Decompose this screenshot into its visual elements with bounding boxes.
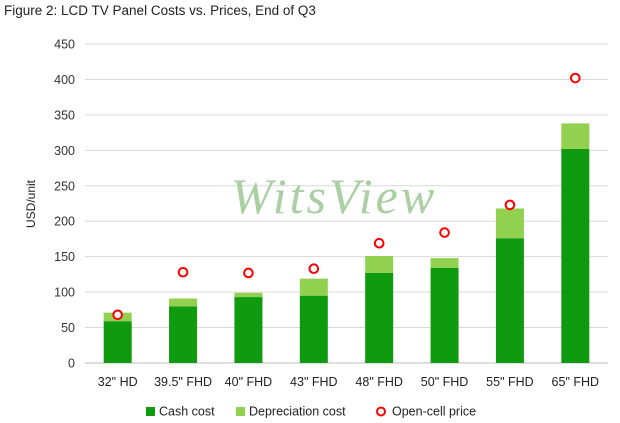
chart-title: Figure 2: LCD TV Panel Costs vs. Prices,… [4,3,316,18]
x-tick-label: 40" FHD [225,375,273,389]
legend-marker-open-cell-price [376,406,386,417]
open-cell-price-marker [177,266,189,278]
open-cell-price-marker [373,237,385,249]
watermark-text: WitsView [231,168,437,224]
bar-cash-cost [234,297,263,363]
y-tick-label: 300 [54,144,75,158]
y-tick-label: 150 [54,250,75,264]
x-tick-label: 65" FHD [552,375,600,389]
open-cell-price-marker [439,227,450,238]
y-tick-label: 0 [68,357,75,371]
bar-depreciation-cost [430,258,459,269]
bar-depreciation-cost [234,292,263,298]
open-cell-price-marker [504,199,516,211]
y-axis-label: USD/unit [24,179,38,228]
y-tick-label: 200 [54,215,75,229]
open-cell-price-marker [243,267,254,279]
bar-depreciation-cost [365,255,394,273]
x-tick-label: 43" FHD [290,375,338,389]
bar-depreciation-cost [495,208,524,239]
legend: Cash cost Depreciation cost Open-cell pric… [146,405,476,419]
y-tick-label: 400 [54,73,75,87]
legend-label-open-cell-price: Open-cell price [392,405,476,419]
open-cell-price-marker [112,309,123,321]
y-tick-labels: 0 50 100 150 200 250 300 350 400 450 [54,38,75,371]
legend-swatch-cash-cost [146,407,155,416]
price-markers [112,72,581,321]
open-cell-price-marker [570,72,581,84]
bar-depreciation-cost [561,123,590,149]
open-cell-price-marker [308,263,320,275]
x-tick-label: 48" FHD [355,375,403,389]
bar-cash-cost [299,295,328,363]
y-tick-label: 250 [54,179,75,193]
x-tick-labels: 32" HD 39.5" FHD 40" FHD 43" FHD 48" FHD 50" … [98,375,599,389]
legend-label-cash-cost: Cash cost [159,405,215,419]
x-tick-label: 55" FHD [486,375,534,389]
legend-label-depreciation-cost: Depreciation cost [249,405,346,419]
bar-cash-cost [365,272,394,363]
x-tick-label: 32" HD [98,375,138,389]
y-tick-label: 100 [54,286,75,300]
x-tick-label: 50" FHD [421,375,469,389]
bar-cash-cost [430,268,459,363]
y-tick-label: 50 [61,321,75,335]
bars [103,123,590,363]
y-tick-label: 350 [54,108,75,122]
bar-depreciation-cost [169,298,198,307]
x-tick-label: 39.5" FHD [154,375,212,389]
bar-cash-cost [169,306,198,363]
bar-depreciation-cost [299,278,328,296]
bar-cash-cost [103,321,132,363]
bar-cash-cost [561,148,590,363]
y-tick-label: 450 [54,38,75,52]
legend-swatch-depreciation-cost [236,407,245,416]
bar-cash-cost [495,238,524,363]
